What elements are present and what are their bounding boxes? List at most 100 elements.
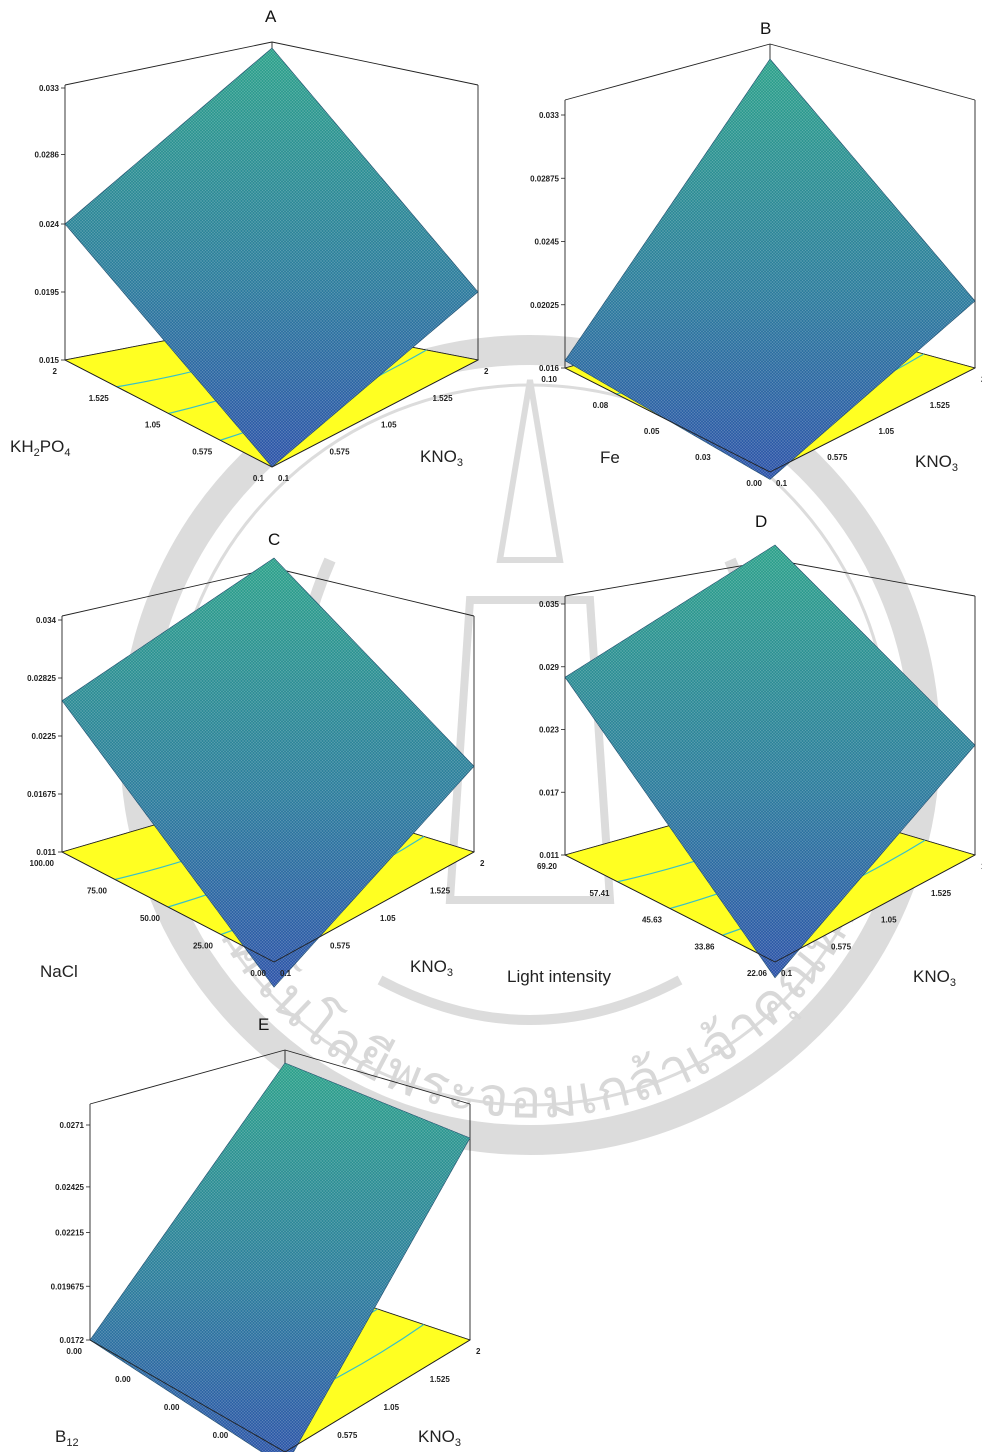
response-surface [564,544,976,979]
left-tick-label: 0.05 [644,427,660,436]
right-tick-label: 0.575 [827,453,848,462]
z-axis-ticks: 0.0271 0.02425 0.02215 0.019675 0.0172 [51,1121,90,1345]
chart-panel-a: 0.033 0.0286 0.024 0.0195 0.015 2 1.525 1.05 0.5… [10,7,489,483]
right-tick-label: 1.525 [433,394,454,403]
right-tick-label: 1.05 [381,421,397,430]
left-tick-label: 0.00 [250,969,266,978]
panel-letter: E [258,1015,269,1034]
z-axis-ticks: 0.035 0.029 0.023 0.017 0.011 [539,600,565,860]
left-tick-label: 50.00 [140,914,161,923]
left-axis-label: NaCl [40,962,78,981]
right-axis-line [769,367,976,473]
z-tick-label: 0.02825 [27,674,56,683]
right-axis-label: KNO3 [913,967,956,989]
z-tick-label: 0.029 [539,663,560,672]
response-surface [64,47,479,468]
left-tick-label: 1.525 [89,394,110,403]
z-axis-ticks: 0.033 0.0286 0.024 0.0195 0.015 [35,84,65,365]
right-tick-label: 1.05 [879,427,895,436]
response-surface [89,1062,471,1452]
left-axis-ticks: 69.20 57.41 45.63 33.86 22.06 [537,862,768,978]
left-axis-label: Light intensity [507,967,611,986]
left-tick-label: 2 [53,367,58,376]
z-tick-label: 0.02215 [55,1229,84,1238]
right-tick-label: 1.525 [930,401,951,410]
left-tick-label: 1.05 [145,421,161,430]
left-tick-label: 100.00 [30,859,55,868]
right-tick-label: 1.05 [384,1403,400,1412]
right-axis-label: KNO3 [420,447,463,469]
chart-panel-e: 0.0271 0.02425 0.02215 0.019675 0.0172 0.00 0.… [51,1015,481,1452]
left-tick-label: 33.86 [694,942,715,951]
left-tick-label: 0.00 [115,1375,131,1384]
z-axis-ticks: 0.033 0.02875 0.0245 0.02025 0.016 [530,111,565,373]
left-axis-label: B12 [55,1427,79,1449]
right-tick-label: 1.525 [430,887,451,896]
left-tick-label: 0.575 [192,447,213,456]
z-tick-label: 0.024 [39,220,60,229]
left-tick-label: 22.06 [747,969,768,978]
z-tick-label: 0.0195 [35,288,60,297]
left-axis-label: KH2PO4 [10,437,70,459]
z-tick-label: 0.011 [36,848,56,857]
left-tick-label: 0.1 [253,474,265,483]
right-axis-line [273,851,475,963]
right-axis-label: KNO3 [410,957,453,979]
right-tick-label: 0.575 [330,942,351,951]
right-tick-label: 1.05 [881,916,897,925]
z-tick-label: 0.011 [539,851,559,860]
right-tick-label: 1.05 [380,914,396,923]
right-tick-label: 2 [484,367,489,376]
left-axis-line [61,851,275,963]
left-tick-label: 69.20 [537,862,558,871]
left-axis-ticks: 0.10 0.08 0.05 0.03 0.00 [541,375,762,488]
left-axis-ticks: 100.00 75.00 50.00 25.00 0.00 [30,859,267,978]
right-tick-label: 0.575 [337,1431,358,1440]
right-tick-label: 0.1 [781,969,793,978]
right-tick-label: 2 [480,859,485,868]
right-tick-label: 0.575 [831,942,852,951]
left-tick-label: 25.00 [193,942,214,951]
z-tick-label: 0.02025 [530,301,559,310]
z-axis-ticks: 0.034 0.02825 0.0225 0.01675 0.011 [27,616,62,857]
z-tick-label: 0.033 [39,84,60,93]
left-tick-label: 0.00 [746,479,762,488]
right-tick-label: 1.525 [430,1375,451,1384]
z-tick-label: 0.016 [539,364,560,373]
z-tick-label: 0.033 [539,111,560,120]
z-tick-label: 0.01675 [27,790,56,799]
z-tick-label: 0.0225 [32,732,57,741]
z-tick-label: 0.019675 [51,1282,85,1291]
z-tick-label: 0.0245 [535,238,560,247]
chart-panel-c: 0.034 0.02825 0.0225 0.01675 0.011 100.00 75.0… [27,530,485,988]
z-tick-label: 0.02425 [55,1183,84,1192]
left-tick-label: 0.00 [66,1347,82,1356]
z-tick-label: 0.017 [539,788,560,797]
z-tick-label: 0.0271 [60,1121,85,1130]
z-tick-label: 0.015 [39,356,60,365]
left-tick-label: 0.00 [213,1431,229,1440]
left-axis-ticks: 2 1.525 1.05 0.575 0.1 [53,367,265,483]
right-tick-label: 0.1 [776,479,788,488]
left-axis-line [564,367,771,473]
chart-panel-d: 0.035 0.029 0.023 0.017 0.011 69.20 57.41 45.63… [507,512,982,989]
left-tick-label: 0.00 [164,1403,180,1412]
z-tick-label: 0.023 [539,726,560,735]
chart-panel-b: 0.033 0.02875 0.0245 0.02025 0.016 0.10 0.08 0.… [530,19,982,488]
left-axis-line [64,359,273,468]
response-surface [564,58,976,480]
z-tick-label: 0.0172 [60,1336,85,1345]
response-surface [61,557,475,988]
right-tick-label: 2 [476,1347,481,1356]
z-tick-label: 0.02875 [530,174,559,183]
panel-letter: A [265,7,277,26]
left-tick-label: 0.10 [541,375,557,384]
panel-letter: D [755,512,767,531]
right-tick-label: 1.525 [931,889,952,898]
z-tick-label: 0.035 [539,600,560,609]
left-tick-label: 0.08 [593,401,609,410]
